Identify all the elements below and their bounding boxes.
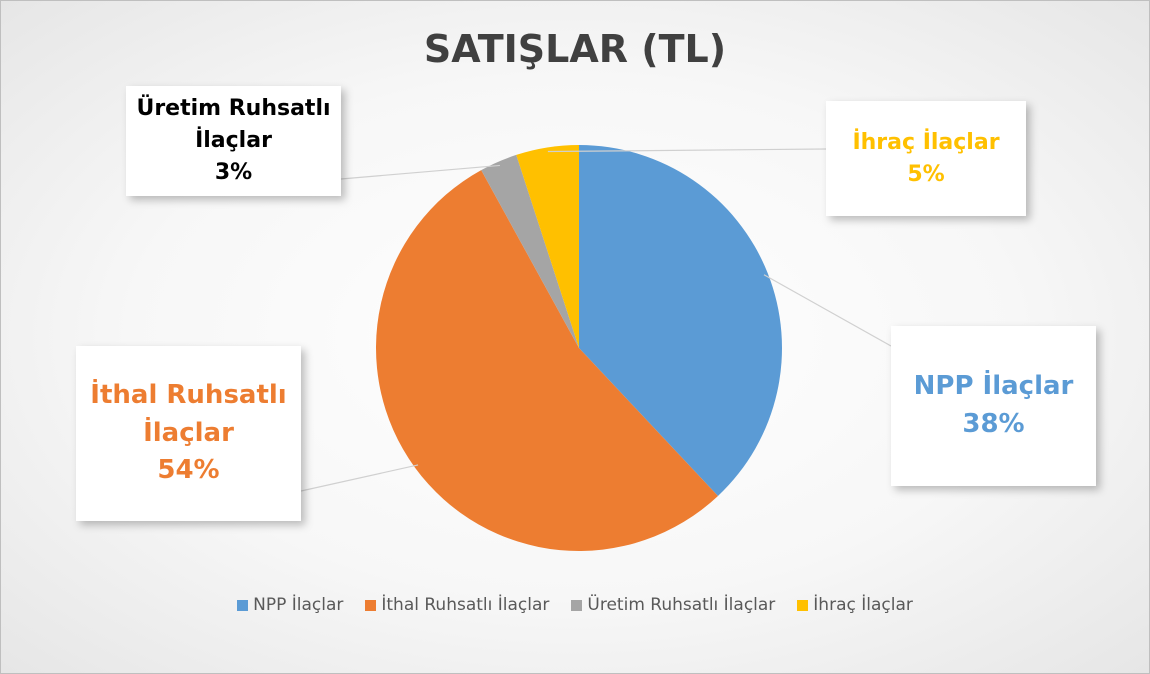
label-category: Üretim Ruhsatlı İlaçlar <box>136 96 331 154</box>
leader-line <box>547 148 827 153</box>
legend-item: Üretim Ruhsatlı İlaçlar <box>571 595 775 615</box>
legend: NPP İlaçlar İthal Ruhsatlı İlaçlar Üretim … <box>1 595 1149 615</box>
legend-swatch <box>237 599 249 611</box>
legend-item: İthal Ruhsatlı İlaçlar <box>365 595 549 615</box>
data-label: Üretim Ruhsatlı İlaçlar 3% <box>126 86 341 196</box>
legend-swatch <box>797 599 809 611</box>
label-value: 38% <box>962 409 1025 439</box>
leader-line <box>763 274 892 347</box>
legend-label: Üretim Ruhsatlı İlaçlar <box>587 595 776 615</box>
legend-item: İhraç İlaçlar <box>797 595 913 615</box>
pie-slice <box>516 145 579 348</box>
legend-label: İhraç İlaçlar <box>813 595 913 615</box>
legend-item: NPP İlaçlar <box>237 595 343 615</box>
label-value: 3% <box>214 159 253 185</box>
label-category: İhraç İlaçlar <box>852 129 1000 155</box>
pie-slice <box>375 170 718 552</box>
legend-label: NPP İlaçlar <box>253 595 344 615</box>
legend-swatch <box>365 599 377 611</box>
label-category: İthal Ruhsatlı İlaçlar <box>90 379 287 448</box>
data-label: İthal Ruhsatlı İlaçlar 54% <box>76 346 301 521</box>
legend-label: İthal Ruhsatlı İlaçlar <box>381 595 550 615</box>
pie-slice <box>579 145 782 496</box>
data-label: İhraç İlaçlar 5% <box>826 101 1026 216</box>
label-category: NPP İlaçlar <box>913 371 1074 402</box>
label-value: 5% <box>907 161 945 187</box>
label-value: 54% <box>157 455 220 486</box>
data-label: NPP İlaçlar 38% <box>891 326 1096 486</box>
leader-line <box>340 164 501 180</box>
legend-swatch <box>571 599 583 611</box>
pie-slice <box>481 154 579 348</box>
leader-line <box>300 464 419 492</box>
chart-title: SATIŞLAR (TL) <box>423 27 727 71</box>
